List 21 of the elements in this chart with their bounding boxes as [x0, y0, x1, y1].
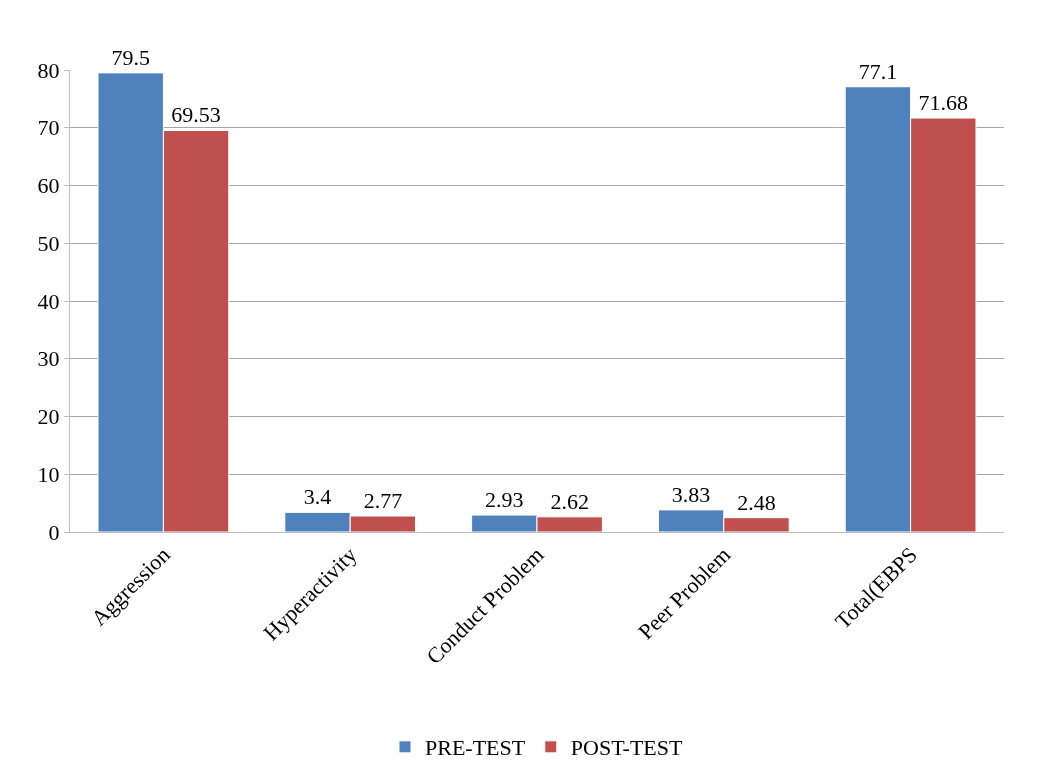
data-label: 79.5: [111, 44, 150, 70]
legend-label: PRE-TEST: [425, 735, 526, 761]
data-label: 2.93: [485, 487, 524, 513]
data-label: 2.62: [550, 488, 589, 514]
y-tick-label: 80: [37, 57, 60, 83]
data-label: 69.53: [171, 102, 221, 128]
y-tick-label: 40: [37, 288, 60, 314]
y-tick-label: 20: [37, 404, 60, 430]
legend-label: POST-TEST: [570, 735, 683, 761]
data-label: 3.4: [303, 484, 332, 510]
y-tick-label: 70: [37, 115, 60, 141]
data-label: 3.83: [671, 481, 711, 507]
y-tick-label: 60: [37, 173, 60, 199]
data-label: 71.68: [918, 90, 969, 116]
data-label: 77.1: [858, 58, 898, 84]
y-tick-label: 30: [37, 346, 60, 372]
data-label: 2.48: [737, 489, 776, 515]
y-tick-label: 50: [37, 230, 60, 256]
y-tick-label: 10: [37, 461, 60, 487]
data-label: 2.77: [363, 488, 403, 513]
y-tick-label: 0: [48, 519, 60, 545]
